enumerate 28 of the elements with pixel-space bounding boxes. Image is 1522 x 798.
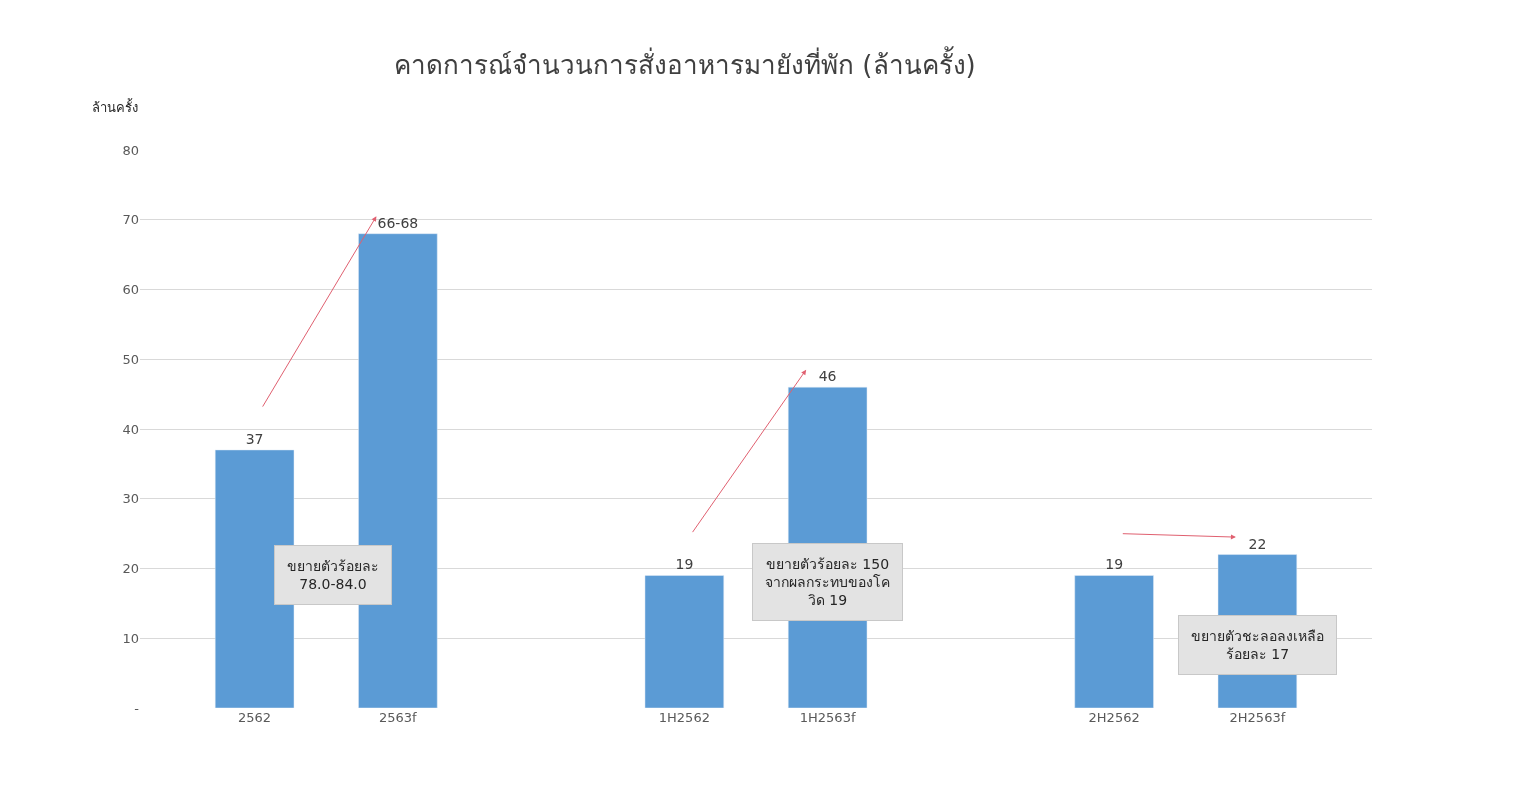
annotation: ขยายตัวร้อยละ 78.0-84.0 <box>287 558 379 593</box>
y-tick-label: 30 <box>122 491 139 507</box>
bar <box>644 575 725 708</box>
data-label: 37 <box>245 430 264 447</box>
data-label: 46 <box>818 368 837 385</box>
y-axis-title: ล้านครั้ง <box>92 98 138 115</box>
y-tick-label: 70 <box>122 212 139 228</box>
data-label: 19 <box>1105 556 1124 573</box>
x-tick-label: 1H2562 <box>658 710 710 725</box>
data-label: 19 <box>675 556 694 573</box>
bar <box>1074 575 1154 708</box>
y-tick-label: 10 <box>122 630 139 646</box>
chart-title: คาดการณ์จำนวนการสั่งอาหารมายังที่พัก (ล้านครั้ง) <box>394 46 976 81</box>
x-tick-label: 2H2562 <box>1088 710 1140 725</box>
y-tick-label: 50 <box>122 351 139 367</box>
annotation: ขยายตัวชะลอลงเหลือ ร้อยละ 17 <box>1191 628 1324 663</box>
y-tick-label: 60 <box>122 282 139 298</box>
y-tick-label: 80 <box>122 142 139 158</box>
data-label: 22 <box>1248 535 1267 552</box>
x-tick-label: 2562 <box>238 710 272 725</box>
x-tick-label: 2H2563f <box>1229 710 1286 725</box>
x-tick-label: 2563f <box>379 710 418 725</box>
y-tick-label: 40 <box>122 421 139 437</box>
y-tick-label: - <box>134 700 140 716</box>
data-label: 66-68 <box>377 214 419 231</box>
x-tick-label: 1H2563f <box>799 710 856 725</box>
annotation: ขยายตัวร้อยละ 150 จากผลกระทบของโค วิด 19 <box>765 556 890 609</box>
y-tick-label: 20 <box>122 561 139 577</box>
